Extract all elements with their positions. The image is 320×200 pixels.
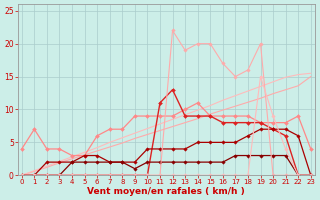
X-axis label: Vent moyen/en rafales ( km/h ): Vent moyen/en rafales ( km/h ) <box>87 187 245 196</box>
